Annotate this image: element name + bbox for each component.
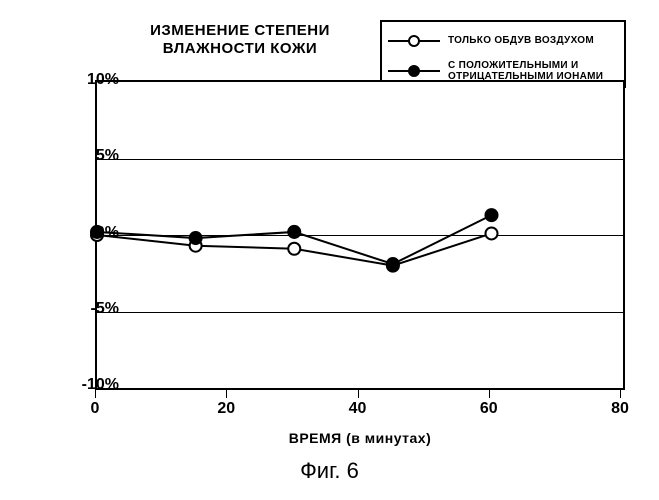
legend-swatch-filled (388, 61, 440, 81)
legend-label-0: ТОЛЬКО ОБДУВ ВОЗДУХОМ (448, 35, 594, 47)
x-tick (226, 390, 227, 398)
filled-circle-icon (408, 65, 420, 77)
data-point-with_ions (288, 226, 300, 238)
x-tick-label: 60 (469, 400, 509, 418)
x-tick (358, 390, 359, 398)
data-point-with_ions (387, 258, 399, 270)
x-axis-title: ВРЕМЯ (в минутах) (95, 430, 625, 446)
data-point-air_only (288, 243, 300, 255)
chart-title-line1: ИЗМЕНЕНИЕ СТЕПЕНИ (150, 22, 330, 39)
x-tick (95, 390, 96, 398)
x-tick (620, 390, 621, 398)
series-svg (97, 82, 623, 388)
open-circle-icon (408, 35, 420, 47)
y-tick-label: -5% (64, 300, 119, 318)
legend-item-air-only: ТОЛЬКО ОБДУВ ВОЗДУХОМ (388, 26, 618, 56)
x-tick-label: 0 (75, 400, 115, 418)
data-point-air_only (485, 227, 497, 239)
y-tick-label: 0% (64, 224, 119, 242)
data-point-with_ions (190, 232, 202, 244)
legend-swatch-open (388, 31, 440, 51)
x-tick-label: 80 (600, 400, 640, 418)
legend: ТОЛЬКО ОБДУВ ВОЗДУХОМ С ПОЛОЖИТЕЛЬНЫМИ И… (380, 20, 626, 88)
y-tick-label: -10% (64, 376, 119, 394)
x-tick-label: 40 (338, 400, 378, 418)
chart-title: ИЗМЕНЕНИЕ СТЕПЕНИ ВЛАЖНОСТИ КОЖИ (110, 22, 370, 58)
series-line-with_ions (97, 215, 492, 264)
figure-caption: Фиг. 6 (0, 458, 659, 484)
chart-page: { "chart": { "type": "line", "title_line… (0, 0, 659, 500)
data-point-with_ions (485, 209, 497, 221)
plot-area (95, 80, 625, 390)
x-tick (489, 390, 490, 398)
y-tick-label: 5% (64, 147, 119, 165)
x-tick-label: 20 (206, 400, 246, 418)
y-tick-label: 10% (64, 71, 119, 89)
chart-title-line2: ВЛАЖНОСТИ КОЖИ (163, 40, 317, 57)
